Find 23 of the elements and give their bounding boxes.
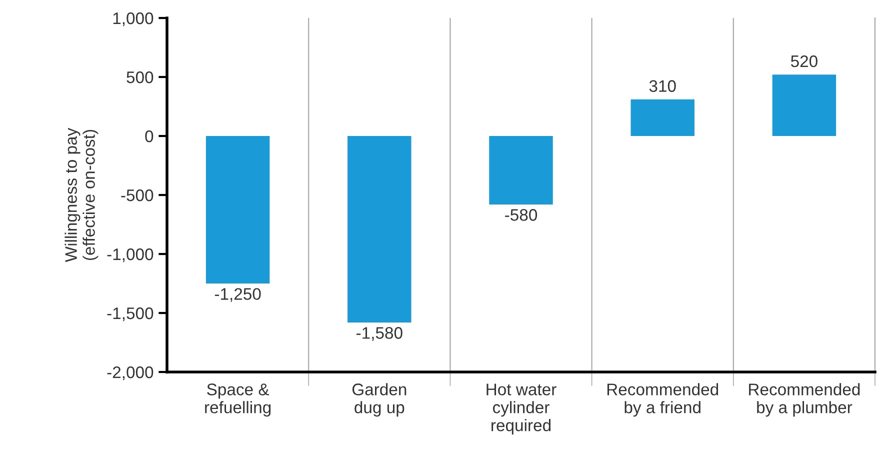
- bar: [772, 74, 836, 136]
- x-tick-label: Space & refuelling: [205, 384, 271, 417]
- data-label: -1,250: [214, 288, 261, 302]
- bar: [489, 136, 553, 204]
- x-tick-label: Garden dug up: [352, 383, 406, 417]
- bar: [206, 136, 270, 284]
- data-label: -1,580: [356, 327, 402, 341]
- bar: [630, 99, 694, 136]
- x-tick-label: Recommended by a plumber: [749, 383, 860, 417]
- y-tick-label: 0: [145, 130, 154, 142]
- bar: [348, 136, 412, 322]
- y-axis-title: Willingness to pay (effective on-cost): [64, 128, 98, 262]
- y-tick-label: -500: [121, 189, 154, 202]
- y-tick-label: -2,000: [107, 366, 154, 380]
- y-tick-label: 1,000: [113, 12, 154, 26]
- x-tick-label: Recommended by a friend: [607, 383, 718, 417]
- y-tick-label: -1,500: [107, 307, 154, 322]
- data-label: 310: [649, 80, 676, 92]
- data-label: 520: [790, 55, 818, 68]
- y-tick-label: -1,000: [107, 248, 154, 262]
- data-label: -580: [505, 209, 538, 221]
- x-tick-label: Hot water cylinder required: [486, 384, 556, 435]
- y-tick-label: 500: [126, 71, 154, 84]
